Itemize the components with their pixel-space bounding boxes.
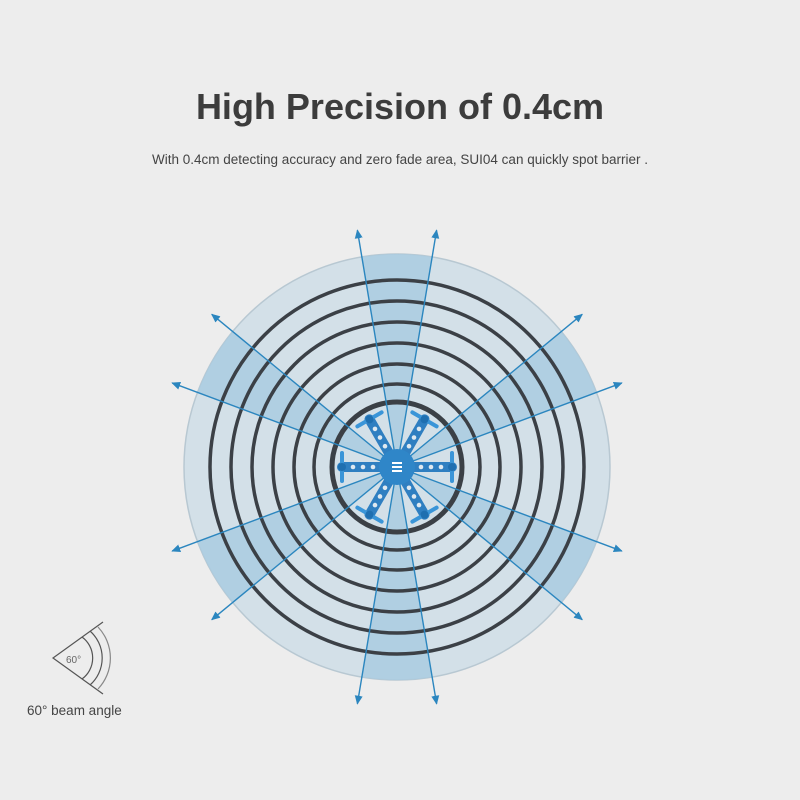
beam-wedge (361, 467, 433, 681)
arm-hole (416, 426, 422, 432)
beam-wedge (361, 254, 433, 467)
arm-hole (377, 435, 383, 440)
arm-hole (428, 464, 434, 470)
beam-ray (396, 382, 623, 468)
beam-wedge (197, 467, 397, 603)
beam-ray (396, 466, 623, 552)
range-ring (229, 299, 565, 635)
motor (365, 510, 374, 519)
beam-ray (171, 382, 398, 468)
arm-hole (411, 435, 417, 440)
arm-hole (377, 494, 383, 499)
arm-hole (416, 502, 422, 508)
beam-ray (396, 466, 440, 705)
beam-wedge (397, 467, 597, 603)
range-ring (292, 362, 502, 572)
beam-wedge (397, 331, 597, 467)
arm-hole (382, 443, 388, 449)
arm-hole (438, 464, 444, 470)
arm-hole (382, 485, 388, 491)
motor (365, 415, 374, 424)
arm-hole (411, 494, 417, 499)
arm-hole (360, 464, 366, 470)
beam-angle-icon: 60° (51, 621, 111, 695)
beam-ray (211, 466, 398, 621)
arm-hole (350, 464, 356, 470)
range-rings (208, 278, 586, 656)
page-subtitle: With 0.4cm detecting accuracy and zero f… (152, 152, 648, 167)
beam-wedge (197, 331, 397, 467)
beam-angle-label: 60° beam angle (27, 703, 122, 718)
beam-ray (354, 229, 398, 468)
beam-angle-value: 60° (66, 655, 81, 666)
beam-wedges (197, 254, 597, 681)
arm-hole (372, 426, 378, 432)
page-title: High Precision of 0.4cm (195, 86, 605, 127)
beam-ray (171, 466, 398, 552)
beam-ray (354, 466, 398, 705)
range-ring (250, 320, 544, 614)
beam-rays (171, 229, 623, 705)
drone-icon (337, 410, 457, 524)
arm-hole (406, 485, 412, 491)
range-ring (271, 341, 523, 593)
beam-ray (396, 466, 583, 621)
motor (338, 463, 346, 471)
range-ring (329, 399, 465, 535)
beam-ray (211, 313, 398, 468)
arm-hole (370, 464, 376, 470)
range-ring (208, 278, 586, 656)
beam-ray (396, 313, 583, 468)
motor (420, 510, 429, 519)
motor (420, 415, 429, 424)
motor (448, 463, 456, 471)
arm-hole (406, 443, 412, 449)
range-ring (312, 382, 482, 552)
arm-hole (418, 464, 424, 470)
arm-hole (372, 502, 378, 508)
beam-ray (396, 229, 440, 468)
